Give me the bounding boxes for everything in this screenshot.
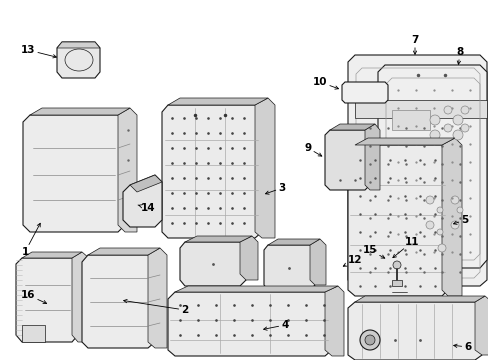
Text: 9: 9 xyxy=(304,143,321,156)
Polygon shape xyxy=(118,108,137,232)
Polygon shape xyxy=(30,108,130,115)
Circle shape xyxy=(452,115,462,125)
Circle shape xyxy=(392,261,400,269)
Circle shape xyxy=(460,106,468,114)
Polygon shape xyxy=(364,124,379,190)
Text: 14: 14 xyxy=(138,203,155,213)
Circle shape xyxy=(443,124,451,132)
Polygon shape xyxy=(22,252,82,258)
Circle shape xyxy=(429,130,439,140)
Text: 4: 4 xyxy=(263,320,288,330)
Circle shape xyxy=(429,115,439,125)
Polygon shape xyxy=(354,138,454,145)
Text: 15: 15 xyxy=(362,245,384,258)
Text: 13: 13 xyxy=(20,45,56,58)
Bar xyxy=(391,280,401,286)
Polygon shape xyxy=(130,175,162,192)
Polygon shape xyxy=(168,98,267,105)
Circle shape xyxy=(450,196,458,204)
Polygon shape xyxy=(184,236,251,242)
Polygon shape xyxy=(267,239,319,245)
Text: 8: 8 xyxy=(455,47,463,64)
Polygon shape xyxy=(354,100,486,118)
Polygon shape xyxy=(264,245,314,290)
Circle shape xyxy=(456,207,462,213)
Text: 2: 2 xyxy=(123,300,188,315)
Text: 16: 16 xyxy=(20,290,46,303)
Polygon shape xyxy=(441,138,461,296)
Polygon shape xyxy=(57,42,100,78)
Text: 7: 7 xyxy=(410,35,418,54)
Circle shape xyxy=(425,221,433,229)
Circle shape xyxy=(452,130,462,140)
Polygon shape xyxy=(123,175,162,227)
Polygon shape xyxy=(88,248,160,255)
Polygon shape xyxy=(354,296,484,302)
Text: 11: 11 xyxy=(392,237,418,258)
Polygon shape xyxy=(341,82,387,103)
Circle shape xyxy=(364,335,374,345)
Text: 12: 12 xyxy=(343,255,362,266)
Polygon shape xyxy=(175,286,337,292)
Circle shape xyxy=(460,124,468,132)
Polygon shape xyxy=(180,242,245,286)
Circle shape xyxy=(443,106,451,114)
Circle shape xyxy=(359,330,379,350)
Polygon shape xyxy=(148,248,167,348)
Circle shape xyxy=(436,229,442,235)
Polygon shape xyxy=(325,130,369,190)
Polygon shape xyxy=(309,239,325,285)
Polygon shape xyxy=(361,215,389,265)
Text: 10: 10 xyxy=(312,77,338,89)
Polygon shape xyxy=(254,98,274,238)
Polygon shape xyxy=(347,145,447,296)
Polygon shape xyxy=(361,138,407,170)
Polygon shape xyxy=(329,124,374,130)
Polygon shape xyxy=(391,110,429,130)
Polygon shape xyxy=(474,296,488,355)
Circle shape xyxy=(436,207,442,213)
Polygon shape xyxy=(347,55,486,286)
Circle shape xyxy=(425,196,433,204)
Text: 5: 5 xyxy=(452,215,468,225)
Text: 6: 6 xyxy=(453,342,470,352)
Circle shape xyxy=(437,244,445,252)
Polygon shape xyxy=(162,105,262,238)
Polygon shape xyxy=(16,258,78,342)
Polygon shape xyxy=(82,255,155,348)
Polygon shape xyxy=(57,42,100,48)
Polygon shape xyxy=(377,65,486,268)
Polygon shape xyxy=(72,252,89,342)
Text: 1: 1 xyxy=(21,223,40,257)
Polygon shape xyxy=(240,236,258,280)
Circle shape xyxy=(450,221,458,229)
Polygon shape xyxy=(347,302,481,360)
Polygon shape xyxy=(22,325,45,342)
Polygon shape xyxy=(168,292,331,356)
Polygon shape xyxy=(325,286,343,356)
Text: 3: 3 xyxy=(265,183,285,194)
Polygon shape xyxy=(391,195,419,245)
Polygon shape xyxy=(23,115,125,232)
